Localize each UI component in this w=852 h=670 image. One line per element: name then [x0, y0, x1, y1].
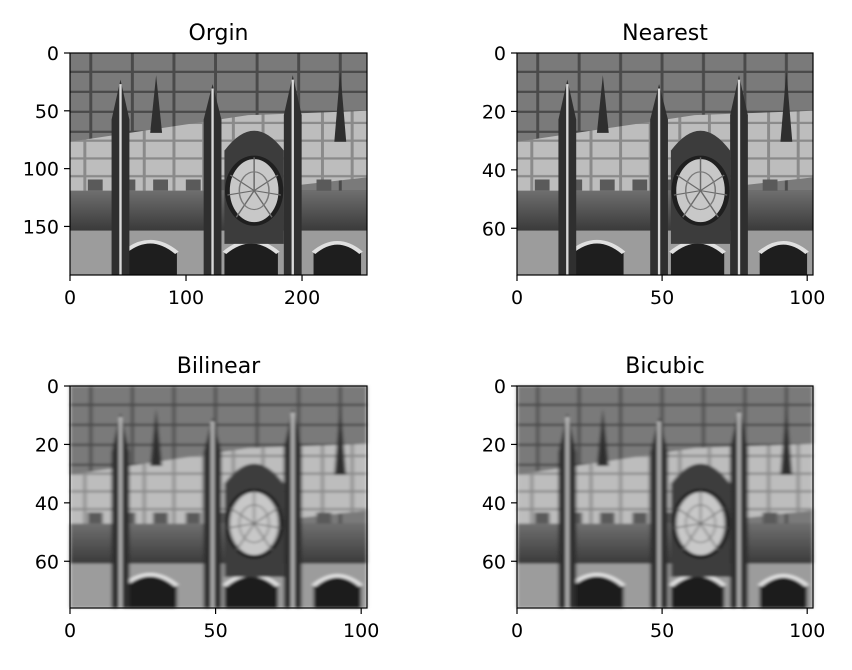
- subplot-image: [70, 386, 367, 608]
- x-tick-label: 0: [64, 287, 76, 309]
- subplot-image: [517, 53, 813, 275]
- y-tick-label: 20: [35, 434, 59, 456]
- x-tick-label: 50: [203, 620, 227, 642]
- subplot-title: Nearest: [622, 21, 708, 46]
- axes-frame: [69, 52, 368, 276]
- x-tick-label: 0: [64, 620, 76, 642]
- x-tick-label: 50: [650, 287, 674, 309]
- y-tick-label: 0: [494, 376, 506, 398]
- y-tick-label: 20: [482, 101, 506, 123]
- x-tick-label: 50: [650, 620, 674, 642]
- axes-frame: [69, 385, 368, 609]
- y-tick-label: 100: [23, 159, 59, 181]
- y-tick-label: 40: [482, 160, 506, 182]
- subplot-title: Orgin: [189, 21, 249, 46]
- x-tick-label: 0: [511, 620, 523, 642]
- y-tick-label: 0: [47, 376, 59, 398]
- x-tick-label: 0: [511, 287, 523, 309]
- subplot-3: Bilinear 0 50 100 0 20 40 60: [35, 354, 379, 642]
- y-tick-label: 40: [482, 493, 506, 515]
- y-tick-label: 0: [47, 43, 59, 65]
- y-tick-label: 50: [35, 101, 59, 123]
- y-tick-label: 0: [494, 43, 506, 65]
- subplot-4: Bicubic 0 50 100 0 20 40 60: [482, 354, 826, 642]
- subplot-1: Orgin 0 100 200 0 50 100 150: [23, 21, 367, 309]
- y-tick-label: 60: [482, 218, 506, 240]
- x-tick-label: 100: [789, 620, 825, 642]
- y-tick-label: 40: [35, 493, 59, 515]
- subplot-2: Nearest 0 50 100 0 20 40 60: [482, 21, 826, 309]
- axes-frame: [516, 385, 814, 609]
- y-tick-label: 150: [23, 216, 59, 238]
- x-tick-label: 100: [789, 287, 825, 309]
- subplot-title: Bilinear: [177, 354, 261, 379]
- x-tick-label: 100: [343, 620, 379, 642]
- y-tick-label: 20: [482, 434, 506, 456]
- subplot-image: [70, 53, 367, 275]
- y-tick-label: 60: [482, 551, 506, 573]
- x-tick-label: 200: [284, 287, 320, 309]
- y-tick-label: 60: [35, 551, 59, 573]
- subplot-image: [517, 386, 813, 608]
- subplot-title: Bicubic: [625, 354, 704, 379]
- x-tick-label: 100: [168, 287, 204, 309]
- axes-frame: [516, 52, 814, 276]
